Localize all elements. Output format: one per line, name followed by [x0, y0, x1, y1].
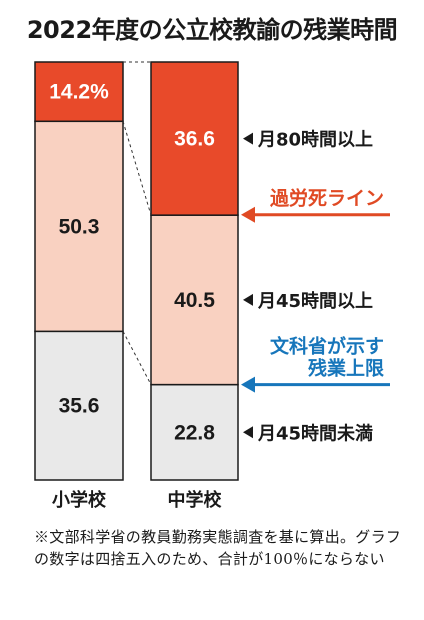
annotation-text: 文科省が示す [270, 335, 384, 358]
legend-marker-icon [243, 132, 253, 145]
bar-segment [34, 61, 124, 123]
chart-title: 2022年度の公立校教諭の残業時間 [26, 16, 398, 44]
data-label: 36.6 [174, 128, 215, 151]
arrow-head-icon [241, 206, 255, 223]
legend-label: 月45時間以上 [257, 291, 373, 312]
data-label: 35.6 [59, 395, 100, 418]
bar-segment [150, 214, 239, 386]
connector-lines [122, 61, 152, 385]
stacked-bar-chart: 35.6 50.3 14.2% 22.8 40.5 36.6 小学校 中学校 月45時間未満… [34, 61, 390, 511]
bars-layer [34, 61, 239, 481]
data-label: 14.2% [49, 81, 109, 104]
connector-line [122, 331, 152, 385]
arrow-head-icon [241, 376, 255, 393]
data-label: 22.8 [174, 421, 215, 444]
data-label: 40.5 [174, 289, 215, 312]
bar-segment [150, 383, 239, 481]
legend-marker-icon [243, 426, 253, 439]
annotation-text: 過労死ライン [270, 187, 384, 210]
connector-line [122, 121, 152, 216]
annotation-text: 残業上限 [308, 357, 384, 380]
bar-segment [150, 61, 239, 216]
data-label: 50.3 [59, 215, 100, 238]
category-labels: 小学校 中学校 [52, 489, 222, 511]
category-label: 中学校 [168, 489, 223, 511]
value-labels: 35.6 50.3 14.2% 22.8 40.5 36.6 [49, 81, 215, 445]
legend-label: 月80時間以上 [257, 130, 373, 151]
bar-segment [34, 330, 124, 481]
source-note: ※文部科学省の教員勤務実態調査を基に算出。グラフの数字は四捨五入のため、合計が1… [34, 528, 402, 568]
legend-marker-icon [243, 293, 253, 306]
category-label: 小学校 [52, 489, 107, 511]
legend-label: 月45時間未満 [257, 422, 373, 444]
